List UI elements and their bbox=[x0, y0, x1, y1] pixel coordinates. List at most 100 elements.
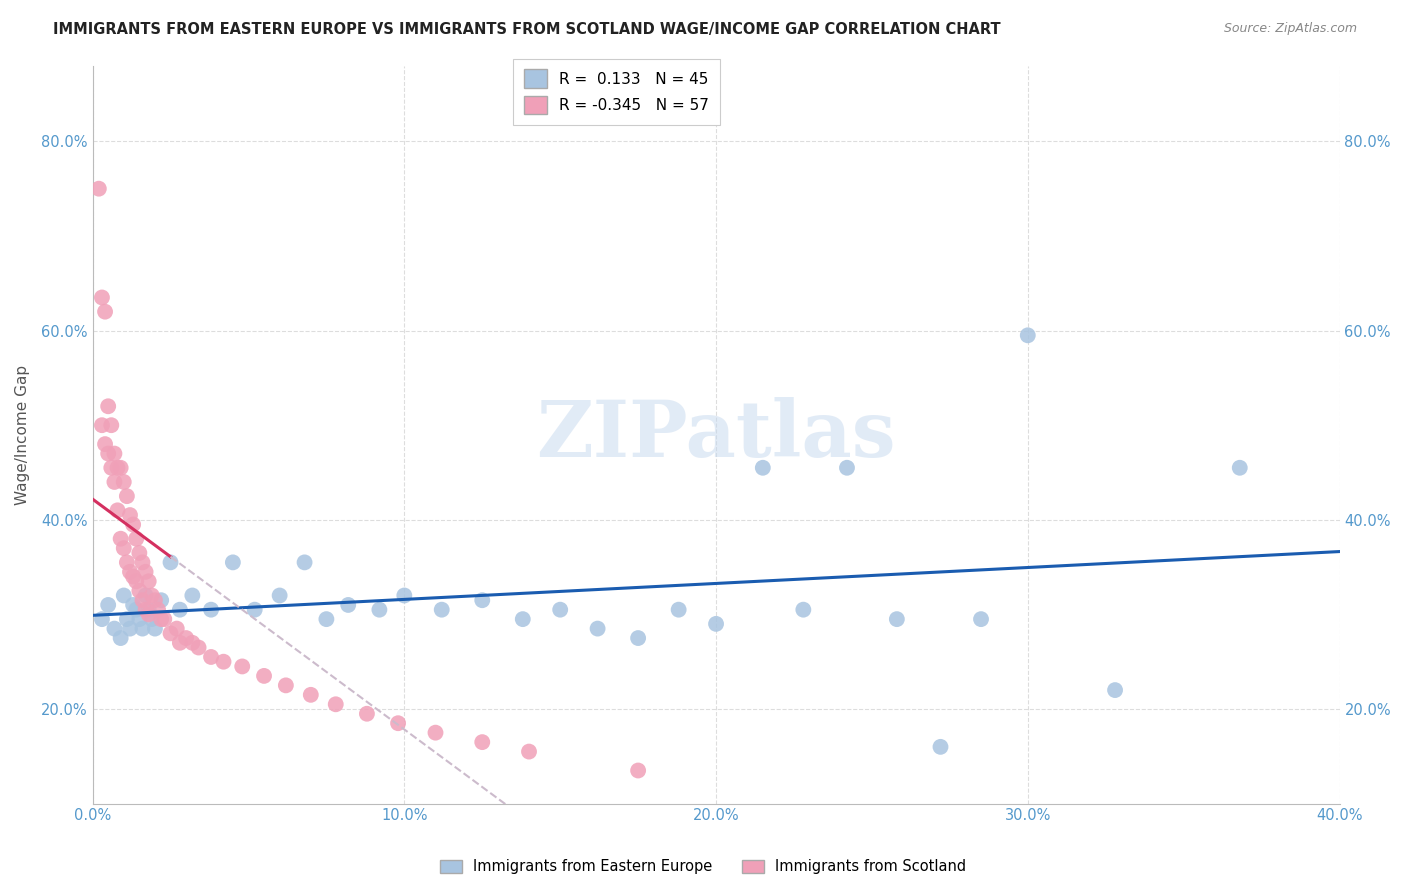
Point bbox=[112, 589, 135, 603]
Point bbox=[115, 489, 138, 503]
Point bbox=[586, 622, 609, 636]
Point bbox=[91, 418, 114, 433]
Point bbox=[122, 517, 145, 532]
Point bbox=[368, 602, 391, 616]
Point bbox=[112, 541, 135, 556]
Point bbox=[135, 602, 157, 616]
Point bbox=[107, 503, 129, 517]
Text: IMMIGRANTS FROM EASTERN EUROPE VS IMMIGRANTS FROM SCOTLAND WAGE/INCOME GAP CORRE: IMMIGRANTS FROM EASTERN EUROPE VS IMMIGR… bbox=[53, 22, 1001, 37]
Point bbox=[425, 725, 447, 739]
Point bbox=[752, 460, 775, 475]
Point bbox=[135, 589, 157, 603]
Point bbox=[315, 612, 337, 626]
Point bbox=[150, 593, 173, 607]
Point bbox=[131, 622, 153, 636]
Point bbox=[110, 532, 132, 546]
Point bbox=[141, 612, 163, 626]
Point bbox=[110, 631, 132, 645]
Point bbox=[112, 475, 135, 489]
Y-axis label: Wage/Income Gap: Wage/Income Gap bbox=[15, 365, 30, 505]
Point bbox=[128, 546, 150, 560]
Point bbox=[187, 640, 209, 655]
Point bbox=[181, 636, 204, 650]
Point bbox=[138, 574, 160, 589]
Point bbox=[200, 650, 222, 665]
Point bbox=[122, 598, 145, 612]
Point bbox=[128, 583, 150, 598]
Point bbox=[131, 555, 153, 569]
Point bbox=[1229, 460, 1251, 475]
Text: Source: ZipAtlas.com: Source: ZipAtlas.com bbox=[1223, 22, 1357, 36]
Point bbox=[337, 598, 360, 612]
Point bbox=[91, 290, 114, 304]
Point bbox=[212, 655, 235, 669]
Point bbox=[181, 589, 204, 603]
Point bbox=[138, 607, 160, 622]
Point bbox=[122, 569, 145, 583]
Point bbox=[135, 565, 157, 579]
Point bbox=[430, 602, 453, 616]
Point bbox=[128, 612, 150, 626]
Point bbox=[356, 706, 378, 721]
Point bbox=[387, 716, 409, 731]
Text: ZIPatlas: ZIPatlas bbox=[536, 397, 896, 473]
Point bbox=[118, 508, 141, 522]
Point bbox=[274, 678, 297, 692]
Point bbox=[91, 612, 114, 626]
Point bbox=[159, 555, 181, 569]
Point bbox=[886, 612, 908, 626]
Point bbox=[143, 593, 166, 607]
Point bbox=[94, 437, 117, 451]
Point bbox=[294, 555, 316, 569]
Point bbox=[471, 735, 494, 749]
Point bbox=[169, 602, 191, 616]
Point bbox=[100, 460, 122, 475]
Point bbox=[243, 602, 266, 616]
Point bbox=[517, 745, 540, 759]
Point bbox=[141, 589, 163, 603]
Point bbox=[1017, 328, 1039, 343]
Point bbox=[231, 659, 253, 673]
Point bbox=[253, 669, 276, 683]
Point bbox=[166, 622, 188, 636]
Point bbox=[325, 698, 347, 712]
Point bbox=[125, 532, 148, 546]
Point bbox=[394, 589, 416, 603]
Point bbox=[103, 622, 125, 636]
Point bbox=[835, 460, 858, 475]
Point bbox=[115, 555, 138, 569]
Point bbox=[627, 631, 650, 645]
Point bbox=[174, 631, 197, 645]
Point bbox=[125, 602, 148, 616]
Point bbox=[107, 460, 129, 475]
Point bbox=[118, 565, 141, 579]
Point bbox=[512, 612, 534, 626]
Point bbox=[143, 622, 166, 636]
Point bbox=[103, 446, 125, 460]
Point bbox=[792, 602, 814, 616]
Point bbox=[169, 636, 191, 650]
Point bbox=[1104, 683, 1126, 698]
Point bbox=[138, 602, 160, 616]
Point bbox=[100, 418, 122, 433]
Point bbox=[222, 555, 245, 569]
Point bbox=[87, 182, 110, 196]
Point bbox=[97, 399, 120, 413]
Point bbox=[269, 589, 291, 603]
Point bbox=[110, 460, 132, 475]
Point bbox=[970, 612, 993, 626]
Point bbox=[929, 739, 952, 754]
Point bbox=[97, 598, 120, 612]
Point bbox=[118, 622, 141, 636]
Point bbox=[548, 602, 571, 616]
Point bbox=[103, 475, 125, 489]
Point bbox=[131, 593, 153, 607]
Point bbox=[299, 688, 322, 702]
Point bbox=[159, 626, 181, 640]
Point bbox=[97, 446, 120, 460]
Point bbox=[115, 612, 138, 626]
Point bbox=[146, 602, 169, 616]
Point bbox=[94, 304, 117, 318]
Legend: Immigrants from Eastern Europe, Immigrants from Scotland: Immigrants from Eastern Europe, Immigran… bbox=[434, 854, 972, 880]
Point bbox=[125, 574, 148, 589]
